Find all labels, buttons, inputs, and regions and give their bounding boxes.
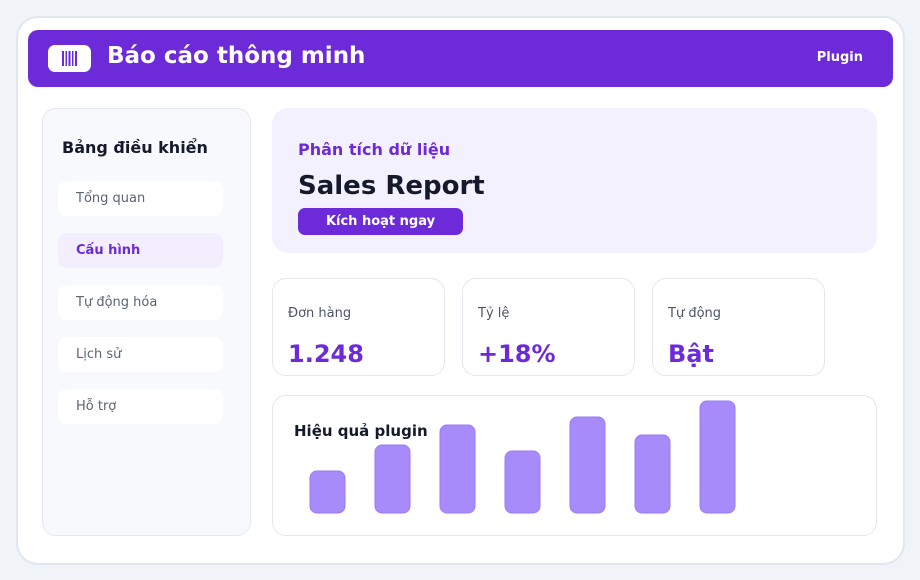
chart-bar-1	[309, 470, 346, 514]
chart-bar-3	[439, 424, 476, 514]
stat-card-auto: Tự động Bật	[652, 278, 825, 376]
stat-label: Đơn hàng	[288, 306, 352, 321]
sidebar-title: Bảng điều khiển	[62, 138, 208, 157]
stat-value: 1.248	[288, 340, 364, 368]
stat-label: Tự động	[668, 306, 722, 321]
chart-card: Hiệu quả plugin	[272, 395, 877, 536]
activate-button[interactable]: Kích hoạt ngay	[298, 208, 463, 235]
chart-bar-4	[504, 450, 541, 514]
sidebar-item-history[interactable]: Lịch sử	[58, 337, 223, 372]
chart-bar-7	[699, 400, 736, 514]
chart-bar-2	[374, 444, 411, 514]
hero-title: Sales Report	[298, 171, 485, 201]
app-title: Báo cáo thông minh	[107, 43, 366, 69]
chart-bar-6	[634, 434, 671, 514]
stat-card-rate: Tỷ lệ +18%	[462, 278, 635, 376]
barcode-icon	[48, 45, 91, 72]
stat-value: Bật	[668, 340, 714, 368]
bar-chart	[309, 400, 736, 514]
sidebar-item-automation[interactable]: Tự động hóa	[58, 285, 223, 320]
top-bar: Báo cáo thông minh Plugin	[28, 30, 893, 87]
hero-eyebrow: Phân tích dữ liệu	[298, 140, 451, 159]
sidebar-item-settings[interactable]: Cấu hình	[58, 233, 223, 268]
hero-panel: Phân tích dữ liệu Sales Report Kích hoạt…	[272, 108, 877, 253]
sidebar-item-support[interactable]: Hỗ trợ	[58, 389, 223, 424]
chart-bar-5	[569, 416, 606, 514]
stat-card-orders: Đơn hàng 1.248	[272, 278, 445, 376]
stat-label: Tỷ lệ	[478, 306, 510, 321]
stat-value: +18%	[478, 340, 556, 368]
plugin-link[interactable]: Plugin	[816, 50, 863, 65]
sidebar: Bảng điều khiển Tổng quan Cấu hình Tự độ…	[42, 108, 251, 536]
sidebar-item-overview[interactable]: Tổng quan	[58, 181, 223, 216]
chart-title: Hiệu quả plugin	[294, 422, 428, 440]
